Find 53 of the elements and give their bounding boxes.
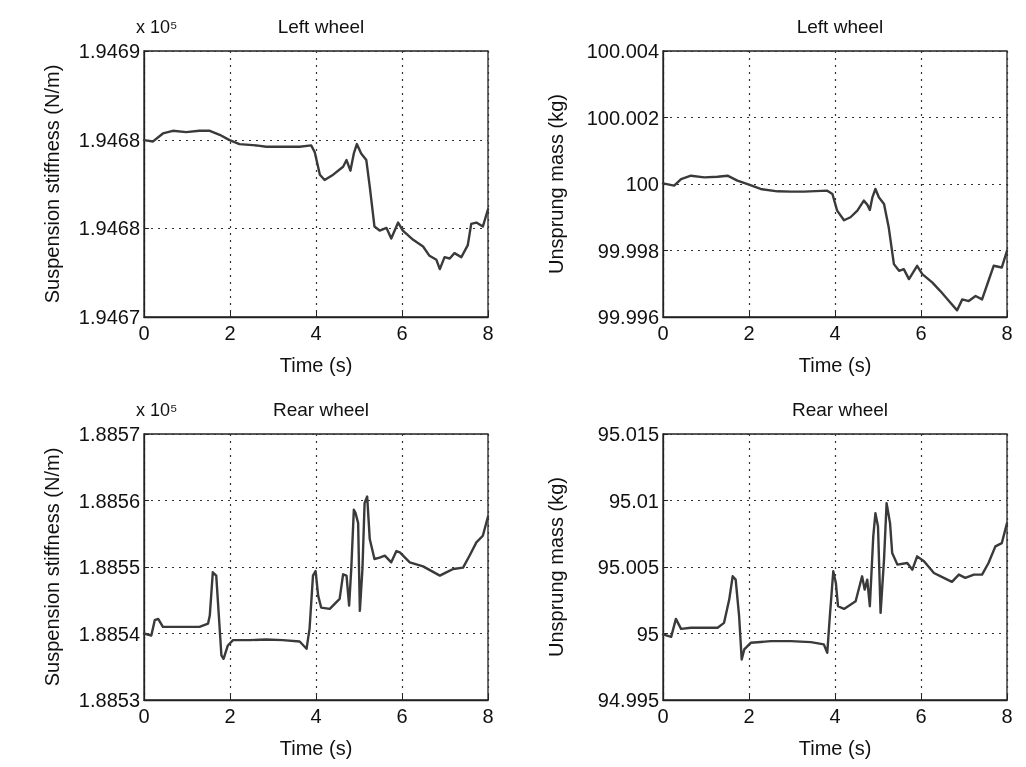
- y-tick-label: 99.998: [597, 239, 659, 262]
- y-tick-label: 100.004: [586, 40, 659, 62]
- y-tick-label: 1.9469: [78, 40, 140, 62]
- x-tick-label: 8: [482, 705, 494, 727]
- y-tick-label: 95: [636, 622, 659, 645]
- x-tick-label: 0: [657, 322, 669, 344]
- x-axis-title: Time (s): [798, 737, 872, 759]
- x-tick-label: 6: [396, 705, 408, 727]
- x-axis-title: Time (s): [279, 737, 353, 759]
- chart-title: Rear wheel: [791, 399, 889, 420]
- y-tick-label: 1.9468: [78, 129, 140, 152]
- y-tick-label: 1.8854: [78, 622, 140, 645]
- y-tick-label: 95.005: [597, 556, 659, 578]
- y-tick-label: 1.8853: [78, 689, 140, 711]
- y-tick-label: 94.995: [597, 689, 659, 711]
- x-tick-label: 6: [915, 322, 927, 344]
- y-axis-title: Unsprung mass (kg): [545, 476, 567, 658]
- x-tick-label: 8: [1001, 705, 1013, 727]
- y-tick-label: 95.01: [608, 489, 659, 512]
- y-tick-label: 1.8855: [78, 556, 140, 578]
- x-tick-label: 2: [743, 705, 755, 727]
- x-tick-label: 0: [138, 705, 150, 727]
- x-axis-title: Time (s): [279, 354, 353, 376]
- y-axis-title: Unsprung mass (kg): [545, 93, 567, 275]
- y-tick-label: 95.015: [597, 423, 659, 445]
- x-tick-label: 8: [482, 322, 494, 344]
- chart-title: Left wheel: [277, 16, 365, 37]
- x-tick-label: 4: [829, 705, 841, 727]
- x-tick-label: 6: [915, 705, 927, 727]
- text: x 10⁵: [136, 17, 178, 37]
- y-tick-label: 1.8857: [78, 423, 140, 445]
- x-axis-title: Time (s): [798, 354, 872, 376]
- x-tick-label: 0: [138, 322, 150, 344]
- x-tick-label: 2: [224, 322, 236, 344]
- x-tick-label: 2: [224, 705, 236, 727]
- y-tick-label: 100.002: [586, 106, 659, 129]
- text: x 10⁵: [136, 400, 178, 420]
- x-tick-label: 4: [310, 705, 322, 727]
- y-axis-title: Suspension stiffness (N/m): [41, 64, 63, 304]
- chart-title: Left wheel: [796, 16, 884, 37]
- y-tick-label: 1.9468: [78, 216, 140, 239]
- x-tick-label: 0: [657, 705, 669, 727]
- y-tick-label: 99.996: [597, 306, 659, 328]
- y-tick-label: 1.8856: [78, 489, 140, 512]
- x-tick-label: 6: [396, 322, 408, 344]
- y-tick-label: 100: [625, 173, 659, 195]
- x-tick-label: 2: [743, 322, 755, 344]
- y-tick-label: 1.9467: [78, 306, 140, 328]
- x-tick-label: 8: [1001, 322, 1013, 344]
- y-axis-title: Suspension stiffness (N/m): [41, 447, 63, 687]
- x-tick-label: 4: [829, 322, 841, 344]
- x-tick-label: 4: [310, 322, 322, 344]
- chart-title: Rear wheel: [272, 399, 370, 420]
